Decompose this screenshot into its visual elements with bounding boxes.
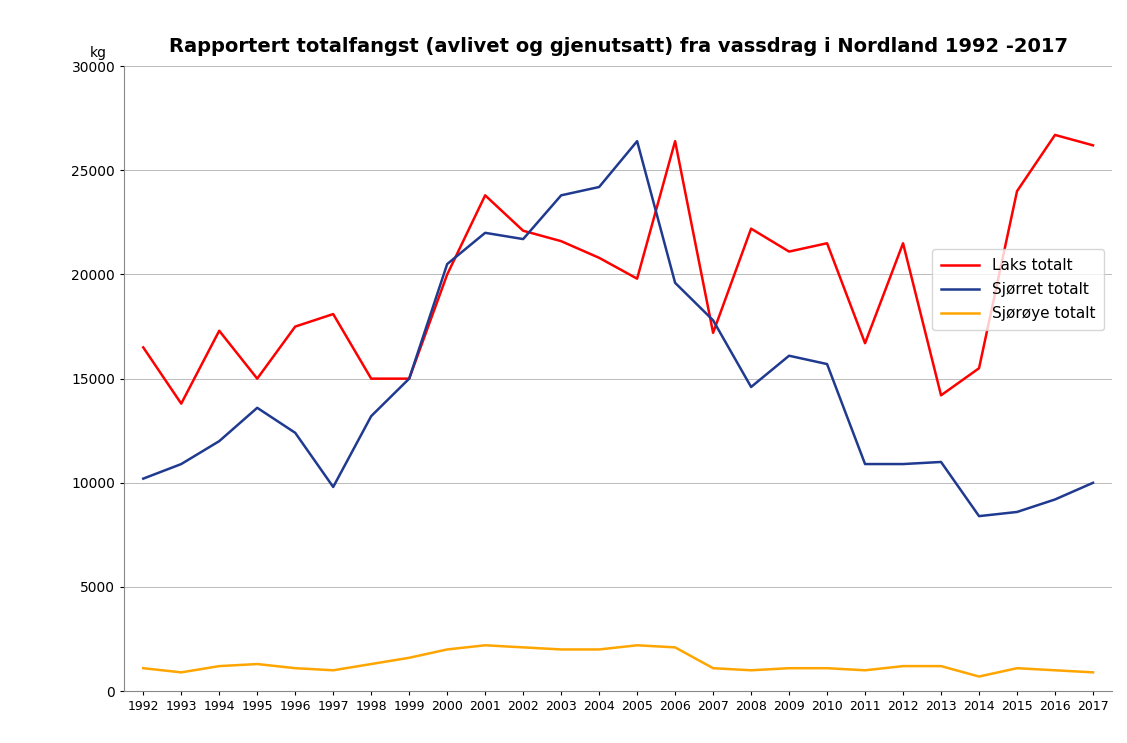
Sjørret totalt bbox=[859, 460, 872, 469]
Sjørøye totalt bbox=[364, 660, 378, 669]
Sjørøye totalt bbox=[859, 666, 872, 675]
Laks totalt bbox=[289, 322, 302, 331]
Sjørøye totalt bbox=[630, 640, 644, 649]
Sjørret totalt bbox=[213, 437, 227, 446]
Sjørøye totalt bbox=[213, 662, 227, 671]
Sjørret totalt bbox=[630, 137, 644, 146]
Laks totalt bbox=[250, 374, 264, 383]
Sjørret totalt bbox=[744, 383, 757, 392]
Sjørret totalt bbox=[820, 360, 834, 369]
Legend: Laks totalt, Sjørret totalt, Sjørøye totalt: Laks totalt, Sjørret totalt, Sjørøye tot… bbox=[932, 249, 1104, 331]
Sjørret totalt bbox=[593, 183, 606, 192]
Sjørøye totalt bbox=[782, 663, 796, 672]
Sjørret totalt bbox=[364, 412, 378, 421]
Line: Laks totalt: Laks totalt bbox=[143, 135, 1093, 403]
Laks totalt bbox=[1086, 141, 1100, 150]
Sjørret totalt bbox=[1010, 507, 1023, 516]
Laks totalt bbox=[478, 191, 491, 200]
Sjørøye totalt bbox=[934, 662, 948, 671]
Sjørøye totalt bbox=[478, 640, 491, 649]
Sjørøye totalt bbox=[554, 645, 568, 654]
Laks totalt bbox=[630, 274, 644, 283]
Sjørøye totalt bbox=[402, 653, 416, 662]
Sjørret totalt bbox=[1086, 478, 1100, 487]
Sjørøye totalt bbox=[668, 643, 682, 652]
Sjørret totalt bbox=[554, 191, 568, 200]
Sjørøye totalt bbox=[593, 645, 606, 654]
Laks totalt bbox=[327, 310, 340, 319]
Sjørøye totalt bbox=[441, 645, 454, 654]
Sjørøye totalt bbox=[820, 663, 834, 672]
Sjørret totalt bbox=[973, 512, 986, 521]
Title: Rapportert totalfangst (avlivet og gjenutsatt) fra vassdrag i Nordland 1992 -201: Rapportert totalfangst (avlivet og gjenu… bbox=[169, 37, 1067, 56]
Sjørret totalt bbox=[782, 351, 796, 360]
Laks totalt bbox=[136, 343, 150, 352]
Sjørret totalt bbox=[934, 458, 948, 467]
Sjørret totalt bbox=[1048, 495, 1062, 504]
Sjørøye totalt bbox=[707, 663, 720, 672]
Laks totalt bbox=[554, 237, 568, 246]
Sjørøye totalt bbox=[1048, 666, 1062, 675]
Laks totalt bbox=[175, 399, 188, 408]
Laks totalt bbox=[744, 224, 757, 233]
Laks totalt bbox=[213, 326, 227, 335]
Sjørøye totalt bbox=[250, 660, 264, 669]
Sjørøye totalt bbox=[289, 663, 302, 672]
Text: kg: kg bbox=[90, 46, 107, 60]
Sjørret totalt bbox=[327, 482, 340, 491]
Sjørøye totalt bbox=[516, 643, 530, 652]
Sjørret totalt bbox=[896, 460, 909, 469]
Sjørret totalt bbox=[250, 403, 264, 412]
Sjørøye totalt bbox=[327, 666, 340, 675]
Sjørret totalt bbox=[402, 374, 416, 383]
Laks totalt bbox=[441, 270, 454, 279]
Line: Sjørret totalt: Sjørret totalt bbox=[143, 141, 1093, 516]
Laks totalt bbox=[973, 364, 986, 373]
Laks totalt bbox=[402, 374, 416, 383]
Sjørøye totalt bbox=[1010, 663, 1023, 672]
Laks totalt bbox=[1048, 131, 1062, 140]
Line: Sjørøye totalt: Sjørøye totalt bbox=[143, 645, 1093, 677]
Sjørret totalt bbox=[289, 429, 302, 438]
Laks totalt bbox=[782, 247, 796, 256]
Sjørret totalt bbox=[668, 279, 682, 288]
Laks totalt bbox=[859, 339, 872, 348]
Sjørret totalt bbox=[441, 259, 454, 268]
Sjørøye totalt bbox=[973, 672, 986, 681]
Sjørret totalt bbox=[136, 474, 150, 483]
Sjørøye totalt bbox=[1086, 668, 1100, 677]
Sjørøye totalt bbox=[744, 666, 757, 675]
Sjørøye totalt bbox=[175, 668, 188, 677]
Sjørret totalt bbox=[175, 460, 188, 469]
Sjørret totalt bbox=[516, 235, 530, 244]
Sjørret totalt bbox=[707, 316, 720, 325]
Laks totalt bbox=[516, 227, 530, 236]
Laks totalt bbox=[707, 328, 720, 337]
Laks totalt bbox=[593, 253, 606, 262]
Laks totalt bbox=[934, 391, 948, 400]
Sjørret totalt bbox=[478, 228, 491, 237]
Laks totalt bbox=[364, 374, 378, 383]
Sjørøye totalt bbox=[136, 663, 150, 672]
Laks totalt bbox=[820, 239, 834, 247]
Laks totalt bbox=[668, 137, 682, 146]
Laks totalt bbox=[896, 239, 909, 247]
Laks totalt bbox=[1010, 186, 1023, 195]
Sjørøye totalt bbox=[896, 662, 909, 671]
